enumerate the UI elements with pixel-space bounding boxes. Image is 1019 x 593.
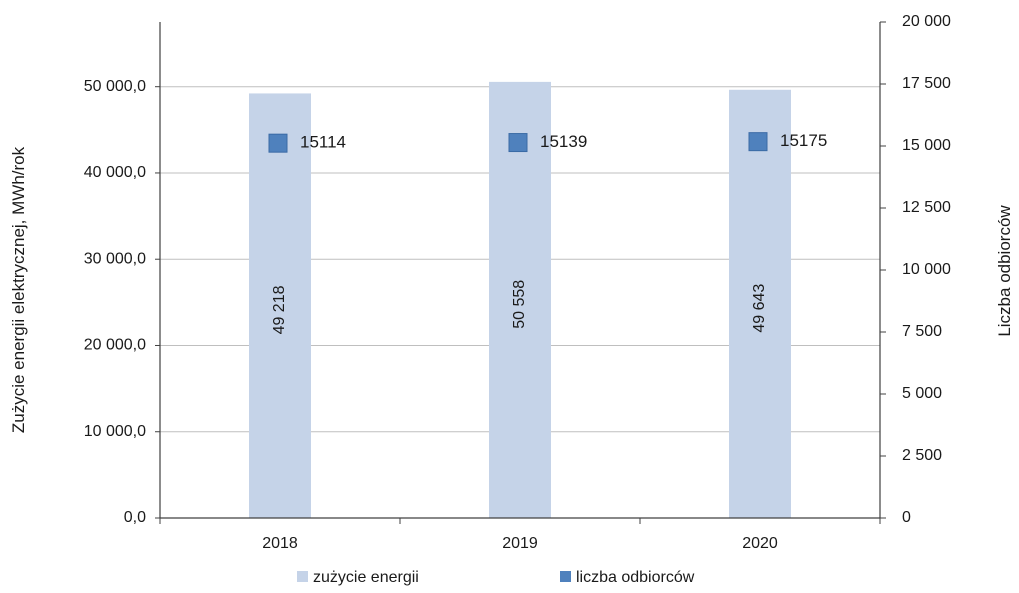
right-tick-label-4: 10 000 [902,261,951,278]
legend: zużycie energii liczba odbiorców [297,569,695,586]
bar-2019 [489,81,551,518]
legend-swatch-1 [560,571,571,582]
legend-label-0: zużycie energii [313,569,419,586]
left-axis-ticks: 0,0 10 000,0 20 000,0 30 000,0 40 000,0 50 00… [84,78,160,526]
bar-value-label-2020: 49 643 [751,284,768,333]
legend-label-1: liczba odbiorców [576,569,695,586]
bar-value-label-2018: 49 218 [271,285,288,334]
left-tick-label-4: 40 000,0 [84,164,146,181]
x-axis-ticks: 2018 2019 2020 [159,518,881,552]
bar-2018 [249,93,311,518]
left-tick-label-5: 50 000,0 [84,78,146,95]
x-tick-label-2018: 2018 [262,535,298,552]
left-tick-label-1: 10 000,0 [84,423,146,440]
markers: 15114 15139 15175 [268,131,827,153]
bar-2020 [729,89,791,519]
legend-swatch-0 [297,571,308,582]
marker-value-label-2019: 15139 [540,132,587,151]
right-tick-label-2: 5 000 [902,385,942,402]
left-tick-label-3: 30 000,0 [84,250,146,267]
right-tick-label-1: 2 500 [902,447,942,464]
left-tick-label-0: 0,0 [124,509,146,526]
marker-2020 [748,132,768,152]
right-tick-label-3: 7 500 [902,323,942,340]
left-tick-label-2: 20 000,0 [84,337,146,354]
right-tick-label-0: 0 [902,509,911,526]
right-tick-label-8: 20 000 [902,13,951,30]
x-tick-label-2020: 2020 [742,535,778,552]
bars: 49 218 50 558 49 643 [249,81,791,519]
marker-value-label-2020: 15175 [780,131,827,150]
right-tick-label-7: 17 500 [902,75,951,92]
bar-value-label-2019: 50 558 [511,280,528,329]
y-axis-label: Zużycie energii elektrycznej, MWh/rok [9,146,28,433]
right-tick-label-5: 12 500 [902,199,951,216]
y2-axis-label: Liczba odbiorców [995,205,1014,337]
marker-value-label-2018: 15114 [300,133,346,152]
marker-2019 [508,133,528,153]
x-tick-label-2019: 2019 [502,535,538,552]
right-tick-label-6: 15 000 [902,137,951,154]
marker-2018 [268,133,288,153]
right-axis-ticks: 0 2 500 5 000 7 500 10 000 12 500 15 000 17 500… [880,13,951,526]
